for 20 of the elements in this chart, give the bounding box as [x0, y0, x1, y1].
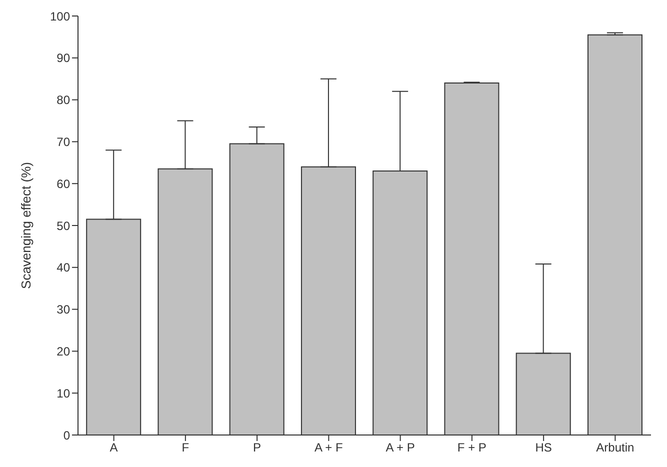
y-tick-label: 20 [56, 344, 70, 358]
y-tick-label: 40 [56, 260, 70, 275]
x-tick-label: F + P [457, 440, 486, 455]
y-tick-label: 0 [63, 428, 70, 442]
x-tick-label: F [182, 440, 190, 455]
y-tick-label: 60 [56, 176, 70, 191]
y-tick-label: 10 [56, 386, 70, 400]
y-axis-title: Scavenging effect (%) [18, 162, 34, 289]
y-tick-label: 90 [56, 51, 70, 66]
x-tick-label: P [253, 440, 262, 455]
y-tick-label: 50 [56, 218, 70, 233]
y-tick-label: 100 [50, 9, 70, 24]
x-tick-label: A [110, 440, 118, 455]
x-tick-label: HS [535, 440, 552, 455]
x-tick-label: Arbutin [596, 440, 634, 455]
y-tick-label: 30 [56, 302, 70, 317]
y-tick-label: 80 [56, 93, 70, 108]
x-tick-label: A + F [314, 440, 343, 455]
x-tick-label: A + P [386, 440, 415, 455]
y-tick-label: 70 [56, 134, 70, 149]
